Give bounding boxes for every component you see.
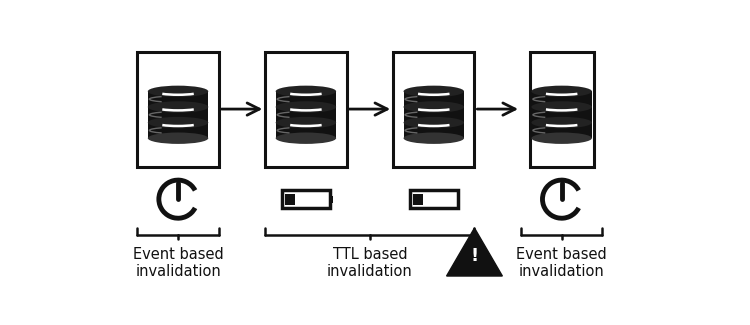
Ellipse shape (276, 101, 336, 113)
Ellipse shape (276, 86, 336, 97)
Ellipse shape (532, 101, 592, 113)
Ellipse shape (148, 117, 208, 128)
Ellipse shape (404, 86, 464, 97)
Bar (413, 194, 423, 204)
Polygon shape (446, 228, 503, 276)
Bar (532, 107, 592, 123)
Bar (137, 51, 219, 167)
Bar (404, 91, 464, 107)
Bar (276, 123, 336, 138)
Bar (266, 51, 346, 167)
Text: TTL based
invalidation: TTL based invalidation (327, 247, 412, 279)
Bar (276, 91, 336, 107)
Bar (530, 51, 594, 167)
Ellipse shape (276, 133, 336, 144)
Ellipse shape (404, 117, 464, 128)
Bar (458, 196, 460, 203)
Bar (148, 107, 208, 123)
Text: Event based
invalidation: Event based invalidation (133, 247, 224, 279)
Bar (404, 107, 464, 123)
Ellipse shape (276, 117, 336, 128)
Ellipse shape (148, 133, 208, 144)
Ellipse shape (532, 117, 592, 128)
Bar (330, 196, 332, 203)
Ellipse shape (404, 101, 464, 113)
Ellipse shape (148, 86, 208, 97)
Bar (532, 91, 592, 107)
Text: Event based
invalidation: Event based invalidation (516, 247, 607, 279)
Ellipse shape (532, 86, 592, 97)
Bar (276, 107, 336, 123)
Bar (285, 194, 296, 204)
Text: !: ! (470, 247, 478, 265)
Bar (148, 91, 208, 107)
Bar (148, 123, 208, 138)
Bar (532, 123, 592, 138)
Ellipse shape (148, 101, 208, 113)
Bar (410, 190, 458, 208)
Ellipse shape (404, 133, 464, 144)
Bar (282, 190, 330, 208)
Ellipse shape (532, 133, 592, 144)
Bar (393, 51, 475, 167)
Bar (404, 123, 464, 138)
